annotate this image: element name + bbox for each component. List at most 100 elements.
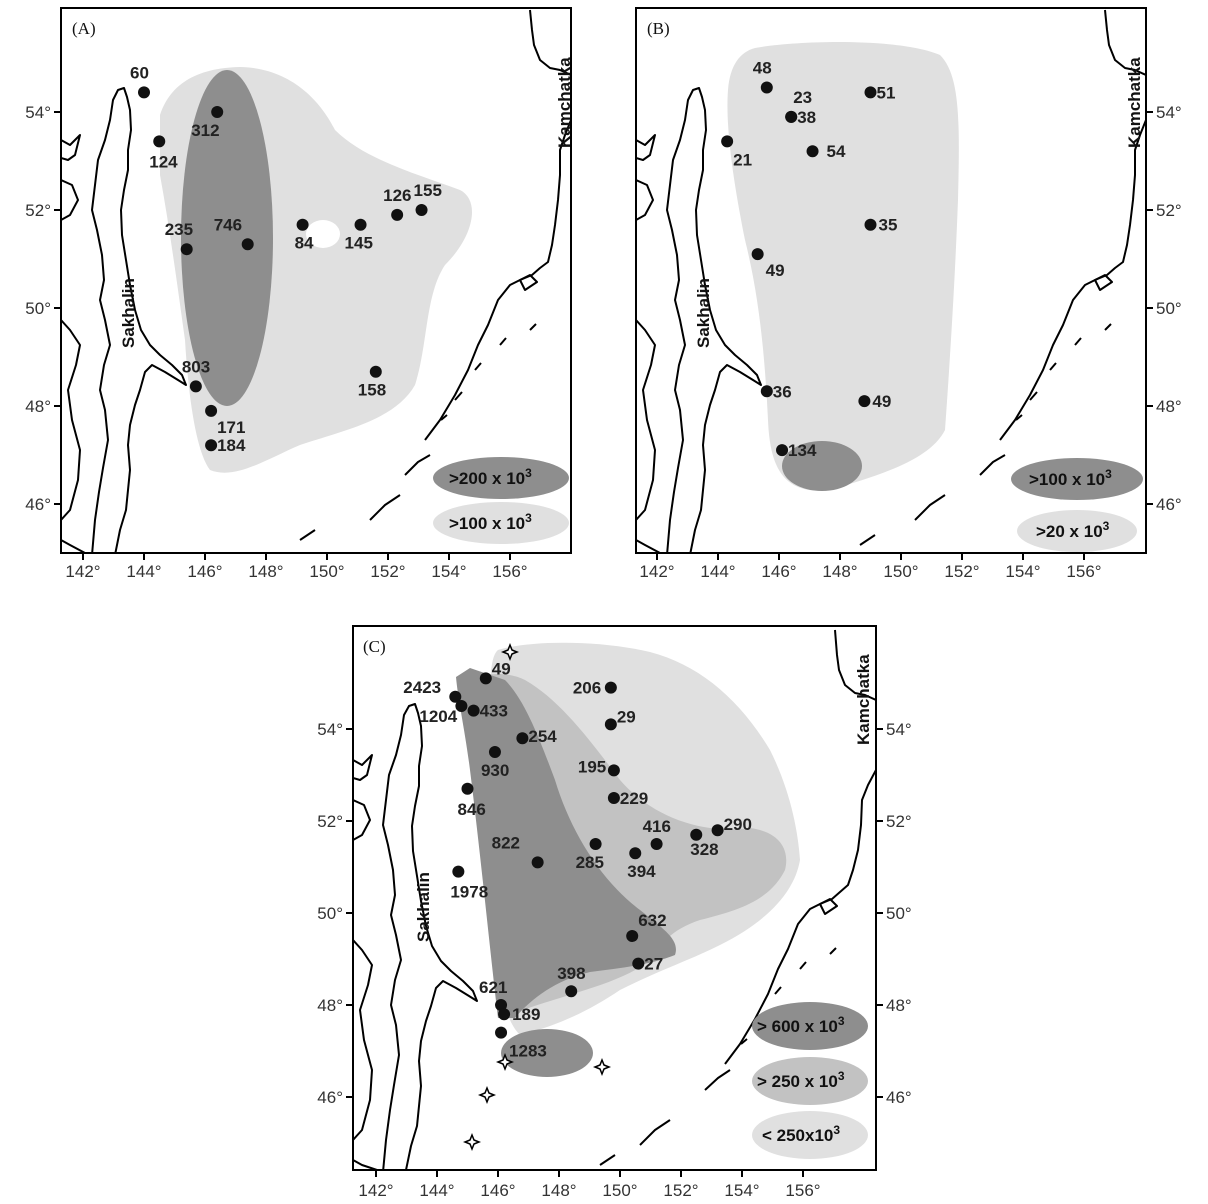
kamchatka-label: Kamchatka bbox=[555, 57, 574, 148]
legend-label: > 250 x 103 bbox=[757, 1069, 845, 1091]
y-tick-label: 48° bbox=[25, 397, 51, 416]
sample-point-label: 36 bbox=[773, 382, 792, 401]
sample-point-label: 38 bbox=[797, 108, 816, 127]
y-tick-label: 52° bbox=[886, 812, 912, 831]
legend-label: >100 x 103 bbox=[449, 511, 532, 533]
sample-point-label: 254 bbox=[528, 727, 557, 746]
sample-point-label: 1283 bbox=[509, 1042, 547, 1061]
sample-point bbox=[455, 700, 468, 712]
sample-point bbox=[806, 145, 819, 158]
sample-point-label: 632 bbox=[638, 911, 666, 930]
sakhalin-coast bbox=[382, 703, 478, 1170]
x-tick-label: 142° bbox=[358, 1181, 393, 1200]
y-tick-label: 46° bbox=[317, 1088, 343, 1107]
sample-point bbox=[632, 957, 645, 970]
panel-b-frame bbox=[635, 7, 1147, 554]
sample-point bbox=[864, 86, 877, 99]
sample-point bbox=[760, 385, 773, 398]
sample-point bbox=[607, 764, 620, 777]
sample-point-label: 621 bbox=[479, 978, 507, 997]
star-marker-icon bbox=[477, 1085, 497, 1105]
x-tick-label: 146° bbox=[761, 562, 796, 581]
sample-point bbox=[760, 81, 773, 94]
sample-point-label: 285 bbox=[576, 853, 604, 872]
sample-point bbox=[138, 86, 150, 99]
legend-swatch bbox=[752, 1057, 868, 1105]
y-tick-label: 50° bbox=[317, 904, 343, 923]
sample-point-label: 189 bbox=[512, 1005, 540, 1024]
sample-point-label: 930 bbox=[481, 761, 509, 780]
sample-point-label: 394 bbox=[627, 862, 656, 881]
panel-a: (A) Sakhalin Kamchatka 60 312 124 126 155 235… bbox=[25, 7, 574, 581]
y-tick-label: 50° bbox=[886, 904, 912, 923]
sample-point-label: 433 bbox=[480, 702, 508, 721]
panel-a-legend: >200 x 103 >100 x 103 bbox=[433, 457, 569, 544]
sample-point bbox=[452, 865, 465, 878]
sample-point bbox=[650, 838, 663, 850]
mainland-coast bbox=[353, 754, 378, 1170]
sample-point-label: 416 bbox=[643, 817, 671, 836]
mainland-coast bbox=[636, 134, 661, 553]
sample-point-label: 124 bbox=[149, 152, 178, 171]
star-marker-icon bbox=[495, 1052, 515, 1072]
sample-point bbox=[589, 838, 602, 850]
x-tick-label: 146° bbox=[480, 1181, 515, 1200]
sample-point bbox=[751, 248, 764, 261]
legend-label: >200 x 103 bbox=[449, 466, 532, 488]
sample-point-label: 184 bbox=[217, 436, 246, 455]
kamchatka-label: Kamchatka bbox=[854, 654, 873, 745]
panel-c: (C) Sakhalin Kamchatka 49 2423 433 1204 206 2… bbox=[317, 625, 912, 1200]
sample-point bbox=[205, 404, 218, 417]
legend-swatch bbox=[433, 457, 569, 499]
sample-point-label: 49 bbox=[492, 659, 511, 678]
sample-point bbox=[604, 681, 617, 694]
y-tick-label: 50° bbox=[25, 299, 51, 318]
sample-point-label: 846 bbox=[458, 800, 486, 819]
panel-b-ticks: 142° 144° 146° 148° 150° 152° 154° 156° 46° 48° 50… bbox=[639, 103, 1181, 581]
x-tick-label: 156° bbox=[492, 562, 527, 581]
y-tick-label: 52° bbox=[317, 812, 343, 831]
zone-dark bbox=[501, 1029, 593, 1077]
zone-excluded bbox=[306, 220, 340, 248]
y-tick-label: 52° bbox=[25, 201, 51, 220]
panel-c-frame bbox=[352, 625, 877, 1171]
sample-point bbox=[607, 792, 620, 804]
sample-point bbox=[488, 746, 501, 758]
y-tick-label: 46° bbox=[25, 495, 51, 514]
sample-point-label: 49 bbox=[766, 261, 785, 280]
legend-label: >100 x 103 bbox=[1029, 467, 1112, 489]
panel-c-points: 49 2423 433 1204 206 29 254 930 195 846 229 416 290 3… bbox=[403, 659, 752, 1060]
sample-point bbox=[449, 690, 462, 703]
star-marker-icon bbox=[592, 1057, 612, 1077]
x-tick-label: 146° bbox=[187, 562, 222, 581]
zone-dark bbox=[181, 70, 273, 406]
star-marker-icon bbox=[462, 1132, 482, 1152]
sample-point bbox=[391, 208, 404, 221]
panel-c-ticks: 142° 144° 146° 148° 150° 152° 154° 156° 46° 46° 48… bbox=[317, 720, 911, 1200]
sample-point-label: 229 bbox=[620, 789, 648, 808]
x-tick-label: 154° bbox=[1005, 562, 1040, 581]
sample-point bbox=[516, 732, 529, 745]
sample-point bbox=[461, 782, 474, 795]
sample-point-label: 195 bbox=[578, 757, 606, 776]
x-tick-label: 148° bbox=[541, 1181, 576, 1200]
sample-point bbox=[205, 439, 218, 452]
panel-c-label: (C) bbox=[363, 637, 386, 656]
sample-point-label: 822 bbox=[492, 833, 520, 852]
kamchatka-label: Kamchatka bbox=[1125, 57, 1144, 148]
x-tick-label: 156° bbox=[785, 1181, 820, 1200]
sample-point-label: 235 bbox=[165, 220, 193, 239]
y-tick-label: 48° bbox=[886, 996, 912, 1015]
sample-point bbox=[721, 135, 734, 148]
sample-point bbox=[629, 847, 642, 860]
legend-swatch bbox=[433, 502, 569, 544]
sample-point-label: 1204 bbox=[419, 707, 457, 726]
sample-point bbox=[153, 135, 166, 148]
x-tick-label: 152° bbox=[370, 562, 405, 581]
sample-point bbox=[415, 204, 428, 216]
sample-point bbox=[858, 395, 871, 408]
star-marker-icon bbox=[500, 642, 520, 662]
sample-point bbox=[479, 672, 492, 685]
